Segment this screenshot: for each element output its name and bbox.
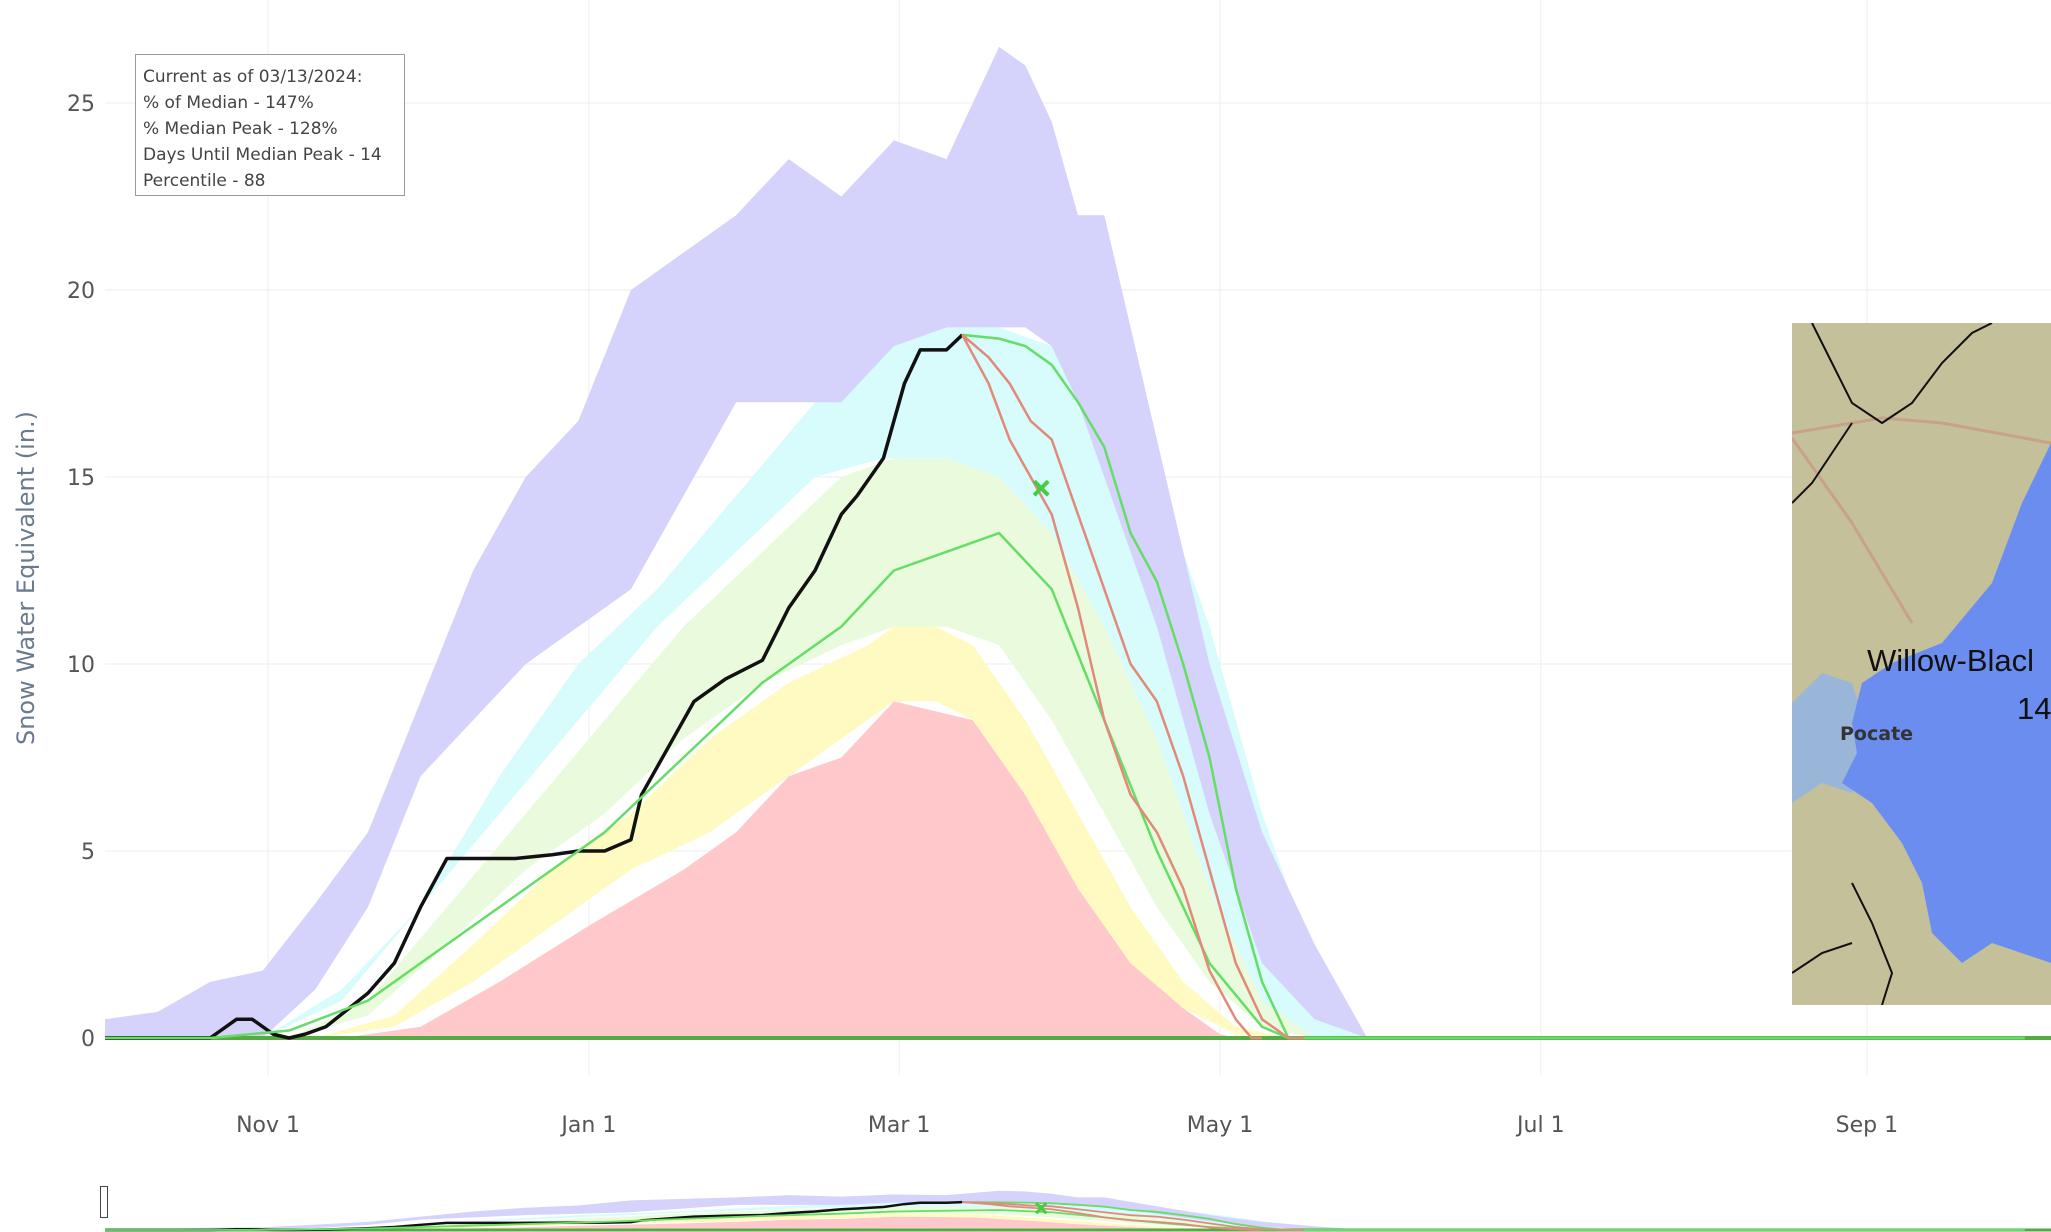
series-line-1 [105, 531, 2025, 1040]
y-tick-label: 0 [81, 1027, 95, 1052]
range-slider-handle[interactable] [100, 1186, 108, 1218]
basin-label: Willow-Blacl [1867, 643, 2035, 678]
map-graphic [1792, 323, 2051, 1005]
stats-percentile: Percentile - 88 [143, 171, 266, 191]
mini-series-line [962, 1201, 1305, 1231]
series-line-4 [961, 333, 1305, 1040]
percentile-bands [105, 46, 1515, 1038]
band-30th-70th [289, 458, 1341, 1038]
x-tick-label: Jul 1 [1515, 1113, 1565, 1138]
mini-band [341, 1216, 1236, 1230]
basin-label-value: 14 [2017, 691, 2051, 726]
mini-band [262, 1201, 1368, 1230]
series-line-3 [961, 334, 1263, 1040]
mini-marker [1035, 1202, 1048, 1215]
band-90th-max [105, 46, 1515, 1038]
band-10th-30th [315, 626, 1315, 1038]
y-tick-label: 20 [67, 279, 95, 304]
stats-pct-median: % of Median - 147% [143, 93, 314, 113]
x-tick-label: Sep 1 [1836, 1113, 1898, 1138]
x-tick-label: Nov 1 [236, 1113, 300, 1138]
x-tick-label: Mar 1 [868, 1113, 931, 1138]
series-line-0 [105, 333, 964, 1040]
mini-band [315, 1213, 1315, 1230]
stats-pct-median-peak: % Median Peak - 128% [143, 119, 338, 139]
y-tick-label: 25 [67, 92, 95, 117]
mini-series-line [105, 1209, 2025, 1231]
range-slider-preview[interactable] [105, 1190, 2051, 1232]
x-tick-label: Jan 1 [559, 1113, 616, 1138]
y-tick-label: 15 [67, 466, 95, 491]
mini-band [105, 1190, 1515, 1230]
stats-days-until-peak: Days Until Median Peak - 14 [143, 145, 382, 165]
band-70th-90th [262, 327, 1368, 1038]
axis-ticks: 0 5 10 15 20 25 Nov 1 Jan 1 Mar 1 May 1 Jul 1 Sep 1 [67, 92, 1898, 1138]
mini-series-line [962, 1201, 1263, 1231]
city-label: Pocate [1840, 723, 1914, 745]
series-line-2 [962, 333, 2025, 1040]
band-min-10th [341, 701, 1236, 1038]
marker-x [1032, 479, 1050, 497]
stats-box: Current as of 03/13/2024: % of Median - … [135, 54, 405, 196]
y-tick-label: 10 [67, 653, 95, 678]
y-axis-label: Snow Water Equivalent (in.) [12, 411, 40, 745]
y-tick-label: 5 [81, 840, 95, 865]
basin-map-inset[interactable]: Willow-Blacl 14 Pocate [1792, 323, 2051, 1005]
series-lines [105, 333, 2051, 1040]
x-tick-label: May 1 [1187, 1113, 1253, 1138]
stats-current-date: Current as of 03/13/2024: [143, 67, 363, 87]
